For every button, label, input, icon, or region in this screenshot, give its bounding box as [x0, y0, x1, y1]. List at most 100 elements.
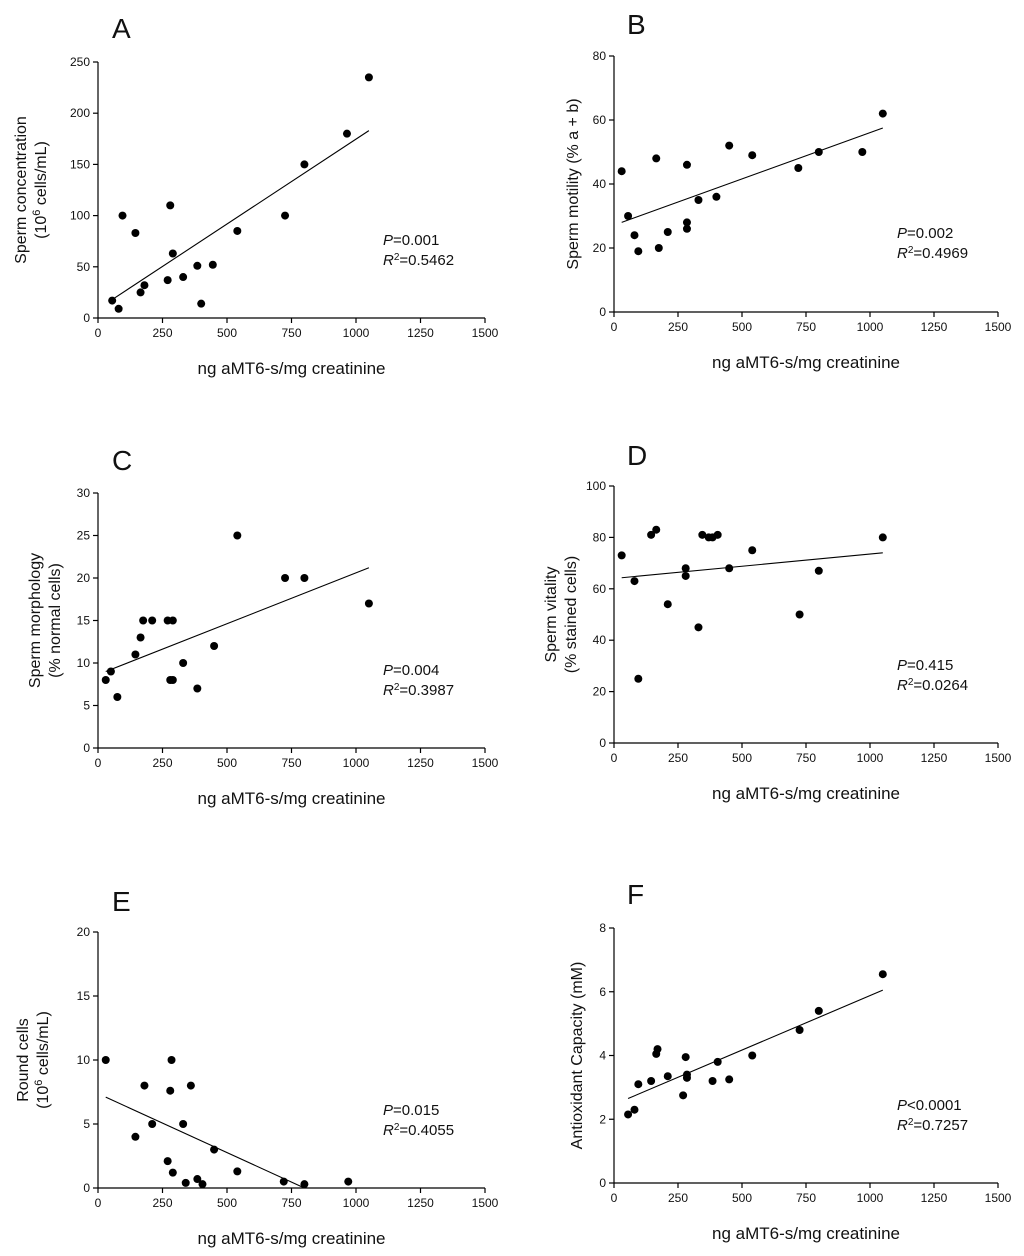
panel-f-data-point — [682, 1070, 691, 1079]
panel-f-y-axis-label-line-1: Antioxidant Capacity (mM) — [569, 962, 586, 1150]
panel-d-x-tick-label: 750 — [796, 751, 816, 765]
panel-e-r-squared: R2=0.4055 — [383, 1122, 454, 1140]
panel-c-data-point — [131, 650, 140, 659]
panel-a-data-point — [168, 249, 177, 258]
panel-d-data-point — [681, 571, 690, 580]
panel-b-x-tick-label: 500 — [732, 320, 752, 334]
panel-f-regression-line — [627, 989, 884, 1100]
panel-b-data-point — [663, 228, 672, 236]
panel-a-y-axis-label-line-1: Sperm concentration — [13, 116, 30, 264]
panel-a-data-point — [114, 304, 123, 313]
panel-e-y-tick-label: 15 — [77, 989, 91, 1003]
panel-e-data-point — [193, 1175, 202, 1184]
panel-b-data-point — [858, 148, 867, 156]
panel-c-data-point — [168, 616, 177, 625]
panel-c-y-tick-label: 10 — [77, 656, 91, 670]
panel-c-x-tick-label: 500 — [217, 756, 237, 770]
panel-d-y-tick-label: 20 — [593, 685, 607, 699]
panel-e-y-tick-label: 20 — [77, 925, 91, 939]
panel-c-letter: C — [112, 445, 132, 476]
panel-e-data-point — [140, 1081, 149, 1090]
panel-a-data-point — [118, 211, 127, 220]
panel-c-data-point — [168, 676, 177, 684]
panel-a-data-point — [193, 261, 202, 270]
panel-c-data-point — [233, 531, 242, 540]
panel-d-data-point — [878, 533, 887, 542]
panel-b-x-tick-label: 750 — [796, 320, 816, 334]
panel-c-x-tick-label: 1250 — [407, 756, 434, 770]
panel-c-x-tick-label: 0 — [95, 756, 102, 770]
panel-b-letter: B — [627, 9, 646, 40]
panel-e-data-point — [179, 1120, 188, 1128]
panel-c-y-tick-label: 30 — [77, 486, 91, 500]
panel-d-letter: D — [627, 440, 647, 471]
panel-f-data-point — [681, 1053, 690, 1062]
panel-a-data-point — [197, 299, 206, 308]
panel-f-y-tick-label: 2 — [599, 1112, 606, 1126]
panel-f-y-tick-label: 6 — [599, 985, 606, 999]
panel-e-y-axis-label-line-2: (106 cells/mL) — [33, 1011, 52, 1109]
panel-c-data-point — [364, 599, 373, 608]
panel-f-x-tick-label: 1250 — [921, 1191, 948, 1205]
panel-d-x-tick-label: 1250 — [921, 751, 948, 765]
panel-e-y-tick-label: 5 — [83, 1117, 90, 1131]
panel-f-data-point — [663, 1072, 672, 1081]
panel-d-y-tick-label: 60 — [593, 582, 607, 596]
panel-c-y-axis-label-line-1: Sperm morphology — [27, 553, 44, 688]
panel-e-y-axis-label-line-1: Round cells — [15, 1018, 32, 1102]
panel-b-regression-line — [621, 127, 883, 223]
panel-f-x-tick-label: 0 — [611, 1191, 618, 1205]
panel-d-regression-line — [621, 552, 883, 579]
panel-e-data-point — [181, 1178, 190, 1187]
panel-e-x-tick-label: 1500 — [472, 1196, 499, 1210]
panel-b-data-point — [794, 164, 803, 172]
panel-a-data-point — [131, 229, 140, 238]
panel-f-data-point — [624, 1110, 633, 1119]
panel-f-data-point — [748, 1051, 757, 1060]
panel-f-data-point — [814, 1006, 823, 1015]
panel-d-data-point — [647, 530, 656, 539]
panel-c-x-tick-label: 1500 — [472, 756, 499, 770]
panel-f-x-tick-label: 750 — [796, 1191, 816, 1205]
panel-c-data-point — [210, 642, 219, 650]
panel-b-x-axis-label: ng aMT6-s/mg creatinine — [712, 353, 900, 372]
panel-e-data-point — [344, 1177, 353, 1186]
panel-e-data-point — [233, 1167, 242, 1176]
panel-b-data-point — [652, 154, 661, 163]
panel-a-data-point — [179, 273, 188, 282]
panel-d-x-tick-label: 0 — [611, 751, 618, 765]
panel-b-r-squared: R2=0.4969 — [897, 245, 968, 263]
panel-b-x-tick-label: 1250 — [921, 320, 948, 334]
panel-a-data-point — [108, 296, 117, 305]
panel-a-data-point — [364, 73, 373, 82]
panel-f-data-point — [725, 1075, 734, 1084]
panel-c-y-axis-label-line-2: (% normal cells) — [47, 563, 64, 678]
panel-d-y-tick-label: 0 — [599, 736, 606, 750]
panel-b-data-point — [694, 196, 703, 204]
panel-e-x-tick-label: 0 — [95, 1196, 102, 1210]
panel-c-y-tick-label: 15 — [77, 614, 91, 628]
panel-b-y-tick-label: 20 — [593, 241, 607, 255]
panel-e-regression-line — [105, 1096, 305, 1189]
panel-c-data-point — [179, 659, 188, 667]
panel-b-data-point — [630, 231, 639, 240]
panel-f-x-axis-label: ng aMT6-s/mg creatinine — [712, 1224, 900, 1243]
panel-c-x-tick-label: 750 — [281, 756, 301, 770]
panel-e-data-point — [163, 1157, 172, 1166]
panel-d-data-point — [652, 525, 661, 534]
panel-b-data-point — [624, 212, 633, 220]
panel-a-data-point — [140, 281, 149, 290]
panel-a-r-squared: R2=0.5462 — [383, 252, 454, 270]
panel-d-y-axis-label-line-1: Sperm vitality — [543, 566, 560, 662]
panel-e-data-point — [131, 1132, 140, 1141]
panel-d: D 0 250 500 750 1000 1250 1500 0 20 40 60 80 100 ng aM… — [543, 440, 1012, 803]
panel-d-data-point — [617, 551, 626, 560]
panel-e: E 0 250 500 750 1000 1250 1500 0 5 10 15 20 ng aMT6-s… — [15, 886, 499, 1248]
panel-c-data-point — [300, 574, 309, 582]
panel-f-x-tick-label: 1500 — [985, 1191, 1012, 1205]
panel-b: B 0 250 500 750 1000 1250 1500 0 20 40 60 80 ng aMT6-… — [565, 9, 1012, 372]
panel-a-y-tick-label: 0 — [83, 311, 90, 325]
panel-e-x-tick-label: 750 — [281, 1196, 301, 1210]
panel-b-y-tick-label: 60 — [593, 113, 607, 127]
panel-a-y-tick-label: 50 — [77, 260, 91, 274]
